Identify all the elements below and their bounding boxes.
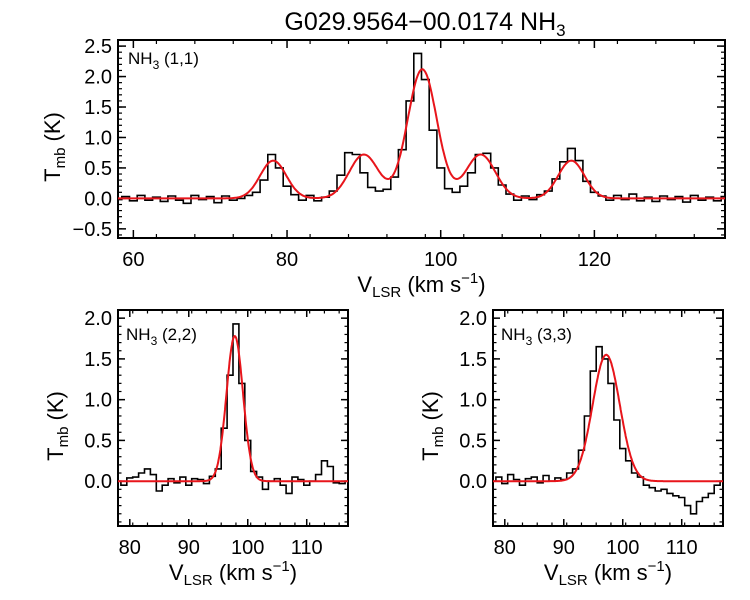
x-axis-title-close: ) <box>478 272 485 297</box>
gaussian-fit-line <box>118 68 725 200</box>
y-tick-label: 1.5 <box>459 349 487 371</box>
panel-transition-label: NH3 (1,1) <box>128 49 199 72</box>
y-tick-label: 1.0 <box>84 390 112 412</box>
x-axis-title-symbol: V <box>169 560 184 585</box>
y-tick-label: 2.0 <box>84 308 112 330</box>
spectrum-histogram-line <box>118 323 348 495</box>
x-axis-title-close: ) <box>665 560 672 585</box>
y-tick-label: 0.5 <box>84 430 112 452</box>
y-axis-title: Tmb (K) <box>418 391 447 461</box>
y-axis-title: Tmb (K) <box>43 391 72 461</box>
x-axis-title-symbol: V <box>544 560 559 585</box>
x-axis-title: VLSR (km s−1) <box>357 270 485 301</box>
plot-frame <box>117 309 349 527</box>
panel-label-transition: (3,3) <box>532 325 572 344</box>
x-tick-label: 80 <box>119 537 141 559</box>
y-tick-label: 1.0 <box>459 390 487 412</box>
gaussian-fit-line <box>118 335 348 483</box>
x-tick-label: 110 <box>291 537 323 559</box>
panel-label-molecule: NH <box>501 325 526 344</box>
y-axis-title-unit: (K) <box>43 391 68 426</box>
y-axis-title-subscript: mb <box>430 427 447 448</box>
x-axis-title-unit: (km s <box>401 272 461 297</box>
x-tick-label: 90 <box>178 537 200 559</box>
x-tick-label: 110 <box>666 537 698 559</box>
y-tick-label: 2.0 <box>459 308 487 330</box>
figure-title-subscript: 3 <box>556 21 565 40</box>
plot-frame <box>492 309 724 527</box>
x-tick-label: 100 <box>231 537 264 559</box>
y-tick-label: 1.5 <box>84 97 112 119</box>
x-axis-title: VLSR (km s−1) <box>544 558 672 589</box>
x-tick-label: 100 <box>424 249 457 271</box>
plot-area <box>493 345 723 515</box>
panel-transition-label: NH3 (3,3) <box>501 325 572 348</box>
gaussian-fit-line <box>493 353 723 483</box>
y-axis-title-symbol: T <box>40 168 65 181</box>
y-tick-label: 2.5 <box>84 36 112 58</box>
panel-nh3-2-2: 80 90 100 110 0.0 0.5 1.0 1.5 2.0 VLSR (km s−1) Tm… <box>43 308 349 589</box>
panel-label-molecule: NH <box>126 325 151 344</box>
figure-title: G029.9564−00.0174 NH3 <box>284 8 565 40</box>
y-tick-label: 1.0 <box>84 127 112 149</box>
x-axis-title-subscript: LSR <box>559 572 588 589</box>
plot-frame <box>117 39 726 239</box>
x-axis-title-subscript: LSR <box>372 284 401 301</box>
y-tick-label: 0.5 <box>84 158 112 180</box>
panel-label-subscript: 3 <box>526 334 533 348</box>
y-axis-title-subscript: mb <box>52 148 69 169</box>
y-axis-title-subscript: mb <box>55 427 72 448</box>
plot-area <box>118 52 725 205</box>
x-tick-label: 80 <box>494 537 516 559</box>
x-axis-title-subscript: LSR <box>184 572 213 589</box>
x-axis-title-unit: (km s <box>588 560 648 585</box>
panel-label-molecule: NH <box>128 49 153 68</box>
y-axis-title: Tmb (K) <box>40 112 69 182</box>
panel-label-transition: (2,2) <box>157 325 197 344</box>
panel-nh3-1-1: 60 80 100 120 −0.5 0.0 0.5 1.0 1.5 2.0 2.5 VLSR (km… <box>40 36 726 301</box>
panel-label-subscript: 3 <box>153 58 160 72</box>
plot-area <box>118 323 348 495</box>
panel-transition-label: NH3 (2,2) <box>126 325 197 348</box>
x-tick-label: 90 <box>553 537 575 559</box>
x-axis-title-exponent: −1 <box>648 558 665 575</box>
y-axis-title-symbol: T <box>43 447 68 460</box>
x-tick-label: 60 <box>122 249 144 271</box>
spectrum-histogram-line <box>118 52 725 205</box>
x-tick-label: 100 <box>606 537 639 559</box>
spectrum-histogram-line <box>493 345 723 515</box>
y-tick-label: 0.0 <box>459 471 487 493</box>
panel-nh3-3-3: 80 90 100 110 0.0 0.5 1.0 1.5 2.0 VLSR (km s−1) Tm… <box>418 308 724 589</box>
panel-label-transition: (1,1) <box>159 49 199 68</box>
x-axis-title-close: ) <box>290 560 297 585</box>
y-tick-label: −0.5 <box>73 219 112 241</box>
y-tick-label: 0.5 <box>459 430 487 452</box>
y-axis-title-symbol: T <box>418 447 443 460</box>
y-tick-label: 1.5 <box>84 349 112 371</box>
y-tick-label: 0.0 <box>84 188 112 210</box>
x-axis-title: VLSR (km s−1) <box>169 558 297 589</box>
y-tick-label: 2.0 <box>84 67 112 89</box>
x-axis-title-exponent: −1 <box>461 270 478 287</box>
y-tick-label: 0.0 <box>84 471 112 493</box>
x-tick-label: 80 <box>276 249 298 271</box>
y-axis-title-unit: (K) <box>418 391 443 426</box>
figure-title-main: G029.9564−00.0174 NH <box>284 8 556 36</box>
x-tick-label: 120 <box>578 249 611 271</box>
panel-label-subscript: 3 <box>151 334 158 348</box>
x-axis-title-unit: (km s <box>213 560 273 585</box>
x-axis-title-symbol: V <box>357 272 372 297</box>
x-axis-title-exponent: −1 <box>273 558 290 575</box>
y-axis-title-unit: (K) <box>40 112 65 147</box>
